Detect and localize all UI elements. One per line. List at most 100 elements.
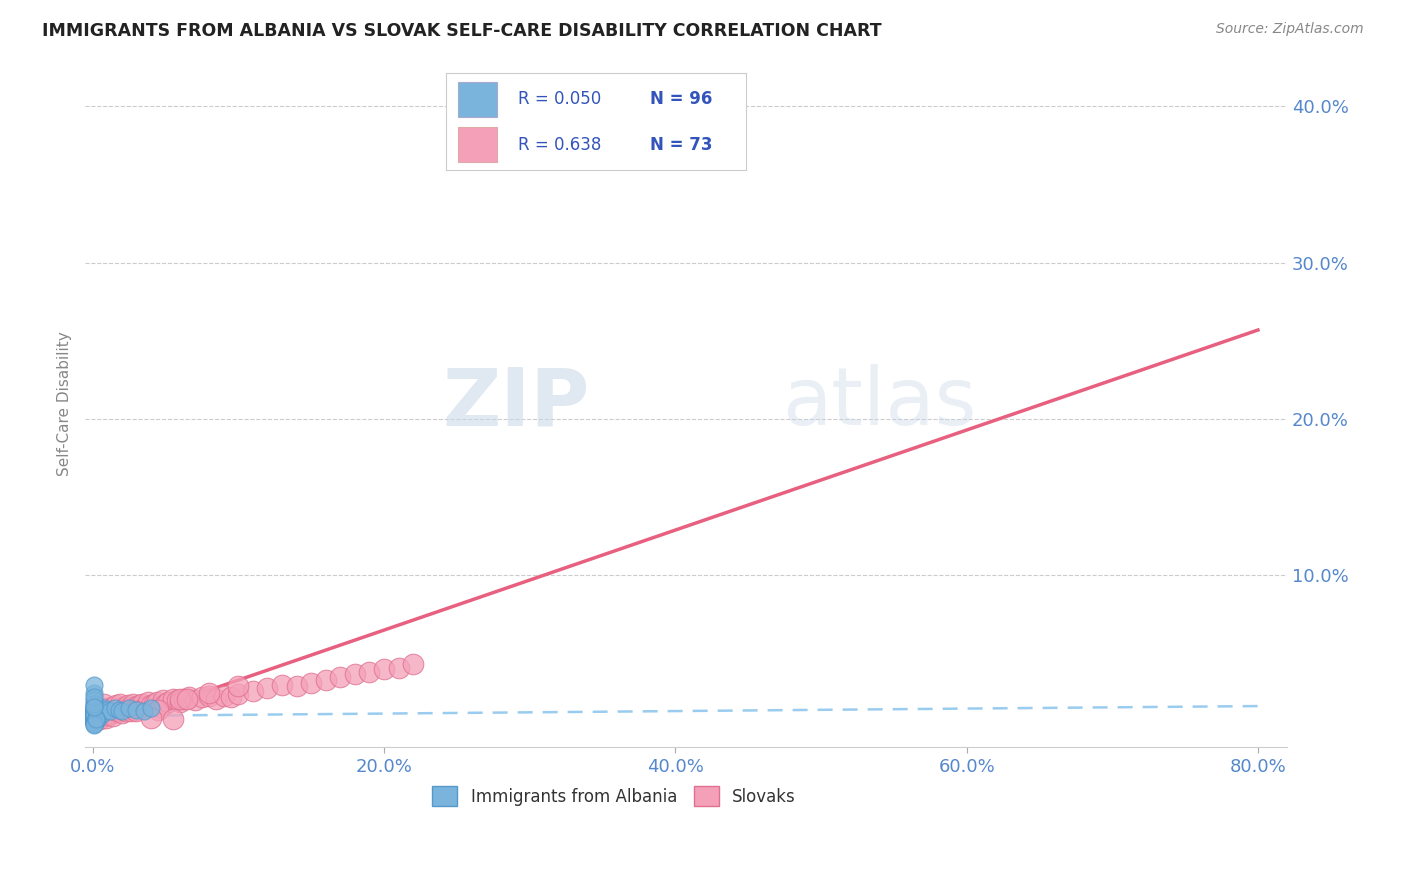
Point [359,665,381,680]
Point [149,699,172,714]
Point [94,711,117,725]
Point [83,707,105,722]
Point [101,709,124,723]
Point [84,714,107,728]
Point [83,712,105,726]
Point [83,714,105,728]
Point [87,709,110,723]
Point [83,701,105,715]
Point [83,709,105,723]
Point [132,705,155,719]
Point [329,670,352,684]
Point [86,703,108,717]
Point [83,715,105,730]
Point [83,714,105,728]
Point [83,697,105,711]
Text: ZIP: ZIP [443,365,591,442]
Point [83,709,105,723]
Point [157,695,180,709]
Point [162,712,184,726]
Point [191,690,214,705]
Point [90,707,112,722]
Point [152,693,174,707]
Point [148,703,170,717]
Point [84,703,107,717]
Point [107,705,129,719]
Point [83,706,105,720]
Point [83,711,105,725]
Point [112,703,135,717]
Point [96,707,118,722]
Point [84,701,107,715]
Point [83,718,105,732]
Point [205,692,228,706]
Point [97,705,120,719]
Point [84,706,107,720]
Point [166,693,188,707]
Point [90,706,112,720]
Point [83,707,105,722]
Point [83,709,105,723]
Point [83,715,105,730]
Point [83,705,105,719]
Point [83,712,105,726]
Point [83,709,105,723]
Point [83,711,105,725]
Point [83,715,105,730]
Point [91,706,114,720]
Point [114,699,136,714]
Point [299,676,322,690]
Point [83,705,105,719]
Y-axis label: Self-Care Disability: Self-Care Disability [58,331,72,475]
Point [402,657,425,672]
Point [87,709,110,723]
Point [83,703,105,717]
Point [242,684,264,698]
Point [83,714,105,728]
Point [83,707,105,722]
Point [173,692,195,706]
Point [89,712,111,726]
Point [117,698,139,713]
Point [176,692,198,706]
Point [83,712,105,726]
Point [83,709,105,723]
Point [84,709,107,723]
Point [84,707,107,722]
Point [83,701,105,715]
Point [86,712,108,726]
Point [83,709,105,723]
Point [139,701,162,715]
Point [96,703,118,717]
Point [136,695,159,709]
Point [315,673,337,687]
Point [177,690,200,705]
Point [83,701,105,715]
Point [91,701,114,715]
Point [83,709,105,723]
Point [83,711,105,725]
Point [169,695,191,709]
Point [228,679,250,693]
Point [162,692,184,706]
Point [84,706,107,720]
Point [83,715,105,730]
Point [83,693,105,707]
Point [86,709,108,723]
Point [115,705,138,719]
Point [89,703,111,717]
Point [343,666,366,681]
Point [111,705,134,719]
Point [125,705,148,719]
Point [104,698,127,713]
Point [83,717,105,731]
Point [83,705,105,719]
Point [86,707,108,722]
Point [90,705,112,719]
Point [145,695,167,709]
Text: IMMIGRANTS FROM ALBANIA VS SLOVAK SELF-CARE DISABILITY CORRELATION CHART: IMMIGRANTS FROM ALBANIA VS SLOVAK SELF-C… [42,22,882,40]
Point [108,701,131,715]
Point [84,703,107,717]
Text: Source: ZipAtlas.com: Source: ZipAtlas.com [1216,22,1364,37]
Point [83,711,105,725]
